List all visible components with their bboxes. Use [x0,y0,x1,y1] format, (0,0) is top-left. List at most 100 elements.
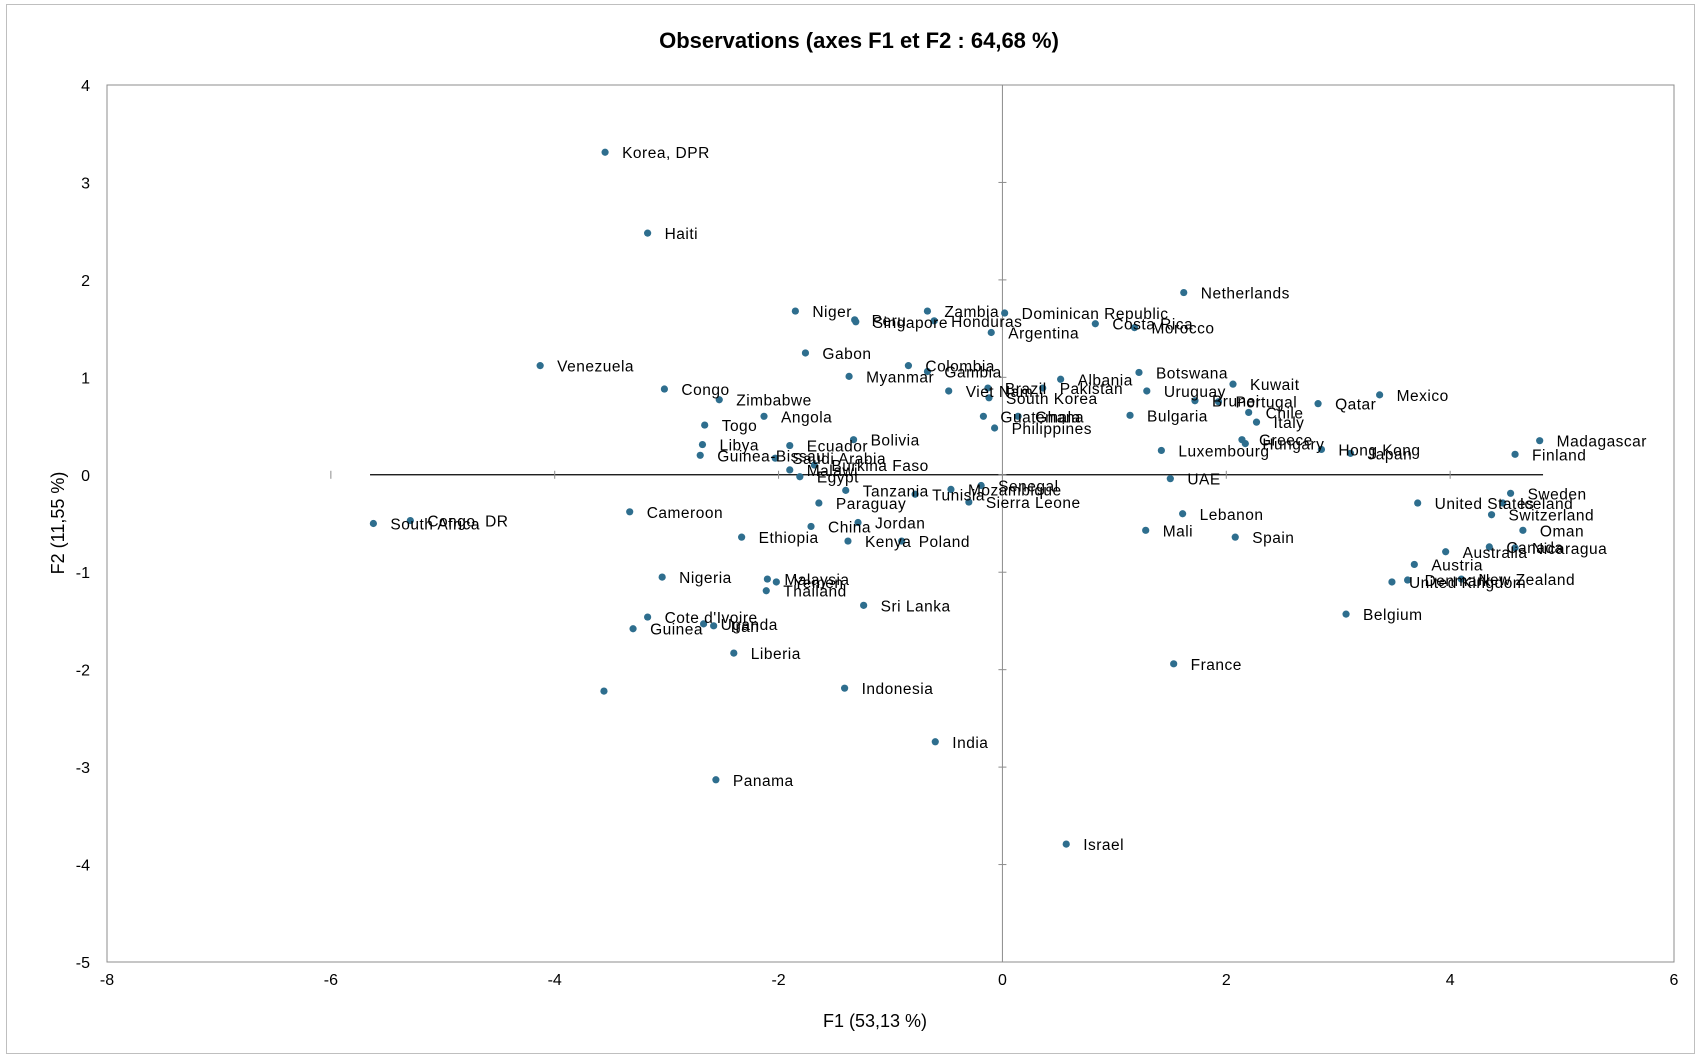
point-label: Italy [1274,415,1305,432]
point-label: Costa Rica [1112,317,1193,334]
data-point [845,372,853,380]
data-point [1001,309,1009,317]
point-label: Venezuela [557,359,634,376]
point-label: Japan [1368,446,1413,463]
data-point [715,396,723,404]
point-label: Myanmar [866,369,934,386]
point-label: Portugal [1235,395,1297,412]
point-label: Australia [1463,545,1528,562]
point-label: Iran [731,619,760,636]
data-point [1191,397,1199,405]
data-point [760,412,768,420]
point-label: Korea, DPR [622,145,710,162]
point-label: Brazil [1005,381,1047,398]
data-point [1126,411,1134,419]
x-tick-label: -4 [548,972,562,989]
x-tick-label: 6 [1670,972,1679,989]
data-point [1135,368,1143,377]
point-label: Austria [1431,557,1483,574]
data-point [1536,437,1544,445]
y-tick-label: -4 [76,858,90,875]
data-point [1499,499,1507,507]
y-tick-label: -2 [76,663,90,680]
data-point [1245,408,1253,417]
point-label: Colombia [925,359,994,376]
data-point [977,481,985,490]
point-label: Niger [812,304,852,321]
data-point [1252,418,1261,426]
point-label: Sweden [1528,486,1587,503]
point-label: Yemen [793,575,843,592]
data-point [1404,576,1412,584]
point-label: Hong Kong [1338,442,1420,459]
data-point [1142,526,1150,534]
point-label: Nicaragua [1532,541,1607,558]
data-point [660,385,669,393]
data-point [844,537,852,545]
point-label: Chile [1266,405,1304,422]
data-point [644,229,652,237]
point-label: Morocco [1152,321,1215,338]
point-label: Gambia [944,364,1001,381]
y-tick-label: 0 [81,468,90,485]
point-label: Botswana [1156,365,1228,382]
data-point [626,508,634,516]
data-point [406,516,414,525]
point-label: Madagascar [1557,434,1647,451]
point-label: Dominican Republic [1022,306,1169,323]
y-axis-title: F2 (11,55 %) [48,472,68,575]
point-label: Switzerland [1509,508,1595,525]
point-label: Bulgaria [1147,408,1208,425]
point-label: Cameroon [647,505,723,522]
data-point [1376,391,1384,399]
data-point [854,518,862,527]
point-label: Congo [681,382,729,399]
point-label: UAE [1187,472,1220,489]
data-point [536,362,544,370]
data-point [1130,324,1139,332]
data-point [849,436,858,444]
data-point [945,387,953,395]
point-label: Kuwait [1250,377,1300,394]
x-tick-label: -8 [100,972,114,989]
point-label: Israel [1083,837,1124,854]
y-tick-label: -3 [76,760,90,777]
data-point [842,486,850,494]
data-point [601,148,609,156]
point-label: Honduras [951,314,1022,331]
data-point [629,625,637,633]
point-label: Guinea [650,622,703,639]
point-label: France [1191,657,1242,674]
data-point [762,587,770,595]
data-point [1485,543,1493,551]
data-point [1342,610,1350,618]
point-label: Malaysia [784,572,849,589]
point-label: Haiti [665,226,699,243]
data-point [1039,384,1047,392]
point-label: Malawi [807,463,858,480]
point-label: Thailand [783,584,846,601]
point-label: Hungary [1262,437,1324,454]
data-point [1057,375,1065,383]
point-label: Jordan [875,516,925,533]
point-label: Oman [1540,523,1584,540]
data-point [984,384,992,392]
data-point [923,367,932,376]
data-point [987,328,995,337]
y-tick-label: 1 [81,370,90,387]
data-point [1157,446,1165,455]
point-label: Netherlands [1201,286,1290,303]
data-point [1180,288,1188,297]
point-label: Gabon [822,346,871,363]
data-point [698,440,707,449]
point-label: Burkina Faso [831,458,928,475]
data-point [985,394,993,402]
data-point [369,519,377,528]
data-point [815,499,823,507]
data-point [772,578,780,586]
data-point [699,620,708,628]
point-label: United Kingdom [1409,575,1526,592]
x-tick-label: -2 [771,972,785,989]
point-label: Mozambique [968,482,1062,499]
